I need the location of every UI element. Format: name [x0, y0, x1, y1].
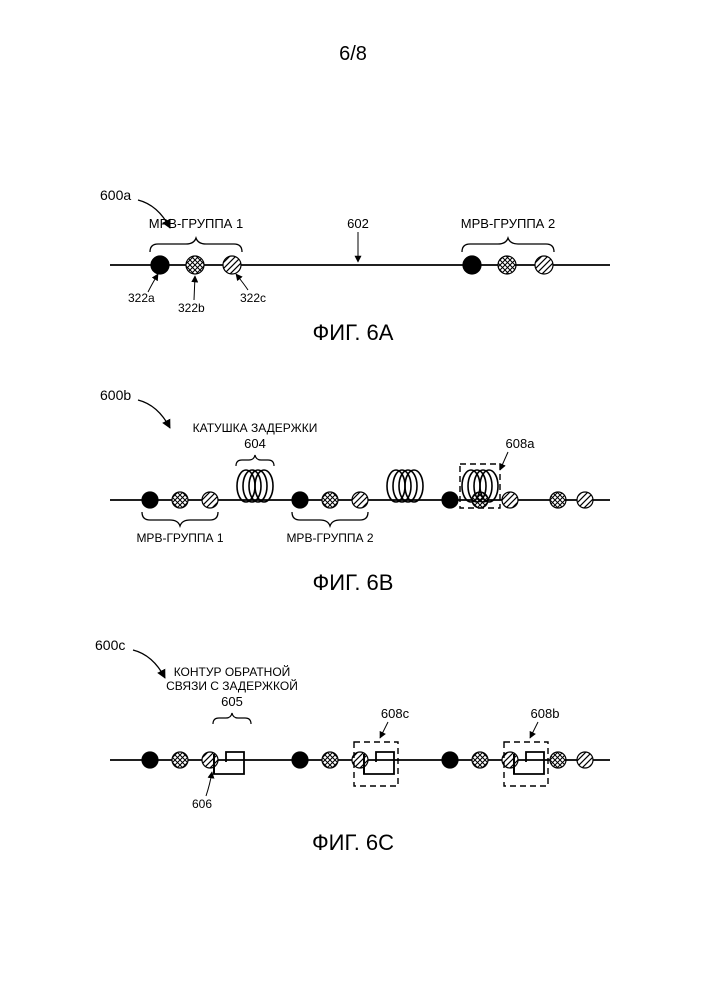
fig6c-loop-label-num: 605	[221, 694, 243, 709]
leader-322b	[194, 276, 195, 300]
label-602: 602	[347, 216, 369, 231]
fig6b-node-8	[502, 492, 518, 508]
ref-600a: 600a	[100, 187, 131, 203]
leader-322c	[236, 274, 248, 290]
fig6a-g1-node-2	[223, 256, 241, 274]
label-322c: 322c	[240, 291, 266, 305]
figure-6b: 600b КАТУШКА ЗАДЕРЖКИ 604 608a МРВ-ГРУПП…	[100, 387, 610, 595]
fig6c-loop-brace	[213, 713, 251, 724]
ref-600c: 600c	[95, 637, 125, 653]
fig6c-caption: ФИГ. 6C	[312, 830, 394, 855]
fig6a-group1-label: МРВ-ГРУППА 1	[149, 216, 243, 231]
fig6b-group2-brace	[292, 512, 368, 526]
fig6c-loop-label1: КОНТУР ОБРАТНОЙ	[174, 664, 291, 679]
fig6b-group1-brace	[142, 512, 218, 526]
feedback-loop	[364, 752, 394, 774]
fig6c-node-10	[577, 752, 593, 768]
leader-606	[206, 772, 212, 796]
fig6c-node-7	[472, 752, 488, 768]
fig6b-group2-label: МРВ-ГРУППА 2	[286, 531, 373, 545]
fig6a-group2-brace	[462, 238, 554, 252]
fig6c-node-3	[292, 752, 308, 768]
fig6c-node-6	[442, 752, 458, 768]
fig6b-group1-label: МРВ-ГРУППА 1	[136, 531, 223, 545]
feedback-loop	[514, 752, 544, 774]
fig6c-node-9	[550, 752, 566, 768]
fig6c-node-1	[172, 752, 188, 768]
fig6b-node-9	[550, 492, 566, 508]
page-number: 6/8	[339, 43, 367, 65]
fig6b-caption: ФИГ. 6B	[313, 570, 394, 595]
fig6c-node-4	[322, 752, 338, 768]
label-608b: 608b	[531, 706, 560, 721]
fig6a-g1-node-1	[186, 256, 204, 274]
label-608c: 608c	[381, 706, 410, 721]
leader-322a	[148, 274, 158, 292]
figure-6a: 600a 602 МРВ-ГРУППА 1 МРВ-ГРУППА 2 322a …	[100, 187, 610, 345]
fig6b-coil-label-num: 604	[244, 436, 266, 451]
fig6a-group1-brace	[150, 238, 242, 252]
label-322a: 322a	[128, 291, 155, 305]
fig6c-node-0	[142, 752, 158, 768]
fig6b-node-6	[442, 492, 458, 508]
ref-600b-arrow	[138, 400, 170, 428]
leader-608b	[530, 722, 538, 738]
fig6b-node-0	[142, 492, 158, 508]
leader-608c	[380, 722, 388, 738]
ref-600c-arrow	[133, 650, 165, 678]
fig6b-coil-label-text: КАТУШКА ЗАДЕРЖКИ	[193, 421, 318, 435]
fig6b-node-2	[202, 492, 218, 508]
figure-6c: 600c КОНТУР ОБРАТНОЙ СВЯЗИ С ЗАДЕРЖКОЙ 6…	[95, 637, 610, 855]
fig6b-node-4	[322, 492, 338, 508]
fig6a-group2-label: МРВ-ГРУППА 2	[461, 216, 555, 231]
fig6c-node-2	[202, 752, 218, 768]
fig6b-node-3	[292, 492, 308, 508]
fig6b-node-10	[577, 492, 593, 508]
fig6b-coil-brace	[236, 455, 274, 466]
ref-600b: 600b	[100, 387, 131, 403]
fig6a-caption: ФИГ. 6A	[313, 320, 394, 345]
label-608a: 608a	[506, 436, 536, 451]
leader-608a	[500, 452, 508, 470]
label-606: 606	[192, 797, 212, 811]
label-322b: 322b	[178, 301, 205, 315]
fig6b-node-1	[172, 492, 188, 508]
fig6b-node-5	[352, 492, 368, 508]
fig6a-g2-node-2	[535, 256, 553, 274]
feedback-loop	[214, 752, 244, 774]
fig6a-g2-node-0	[463, 256, 481, 274]
fig6c-loop-label2: СВЯЗИ С ЗАДЕРЖКОЙ	[166, 678, 298, 693]
fig6a-g1-node-0	[151, 256, 169, 274]
fig6a-g2-node-1	[498, 256, 516, 274]
